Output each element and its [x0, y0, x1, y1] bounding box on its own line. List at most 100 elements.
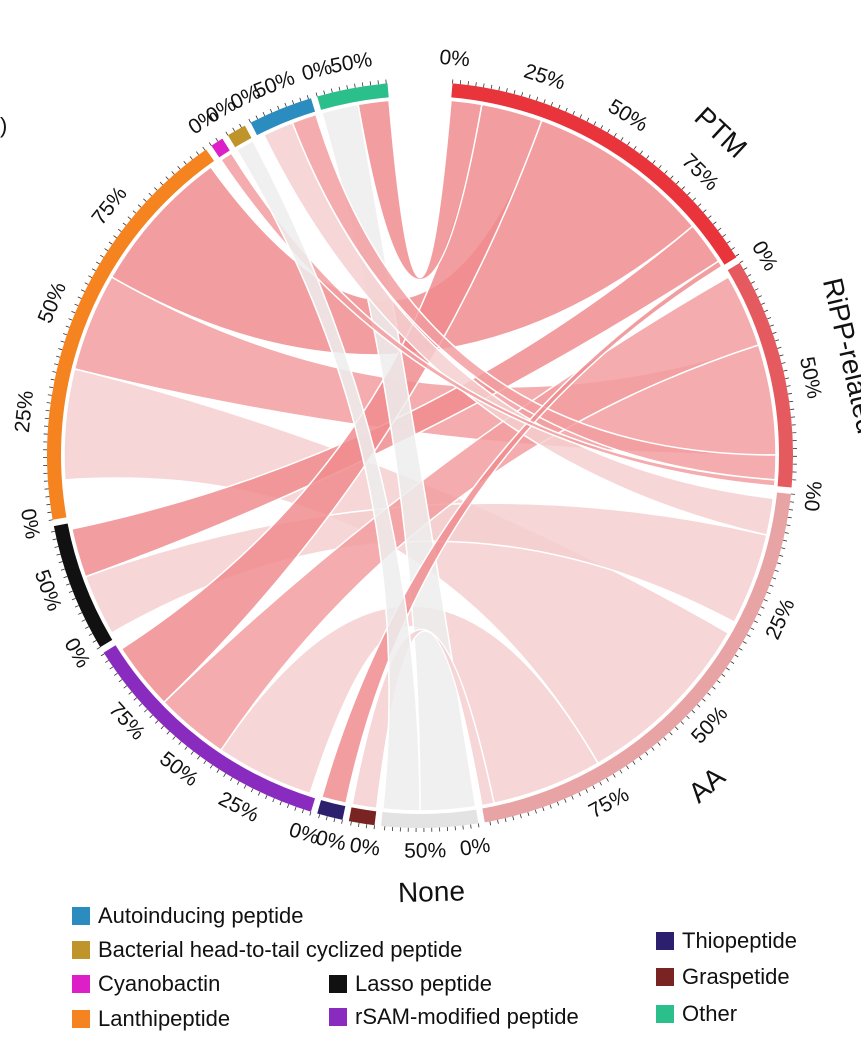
tick-mark	[721, 673, 726, 677]
tick-mark	[160, 725, 165, 730]
tick-mark	[760, 606, 765, 609]
tick-mark	[639, 150, 643, 155]
tick-mark	[781, 547, 786, 550]
tick-label: 25%	[215, 787, 263, 827]
chord-ribbon	[235, 139, 421, 812]
tick-mark	[323, 90, 326, 95]
tick-mark	[52, 371, 57, 373]
tick-label: 0%	[348, 834, 381, 861]
tick-mark	[144, 709, 148, 713]
tick-mark	[730, 661, 735, 664]
tick-mark	[670, 175, 674, 179]
tick-mark	[315, 92, 318, 97]
tick-mark	[788, 509, 794, 511]
tick-mark	[272, 798, 275, 803]
tick-mark	[534, 809, 537, 814]
tick-mark	[183, 160, 187, 165]
tick-mark	[743, 267, 748, 270]
chord-ribbon	[291, 113, 777, 481]
tick-mark	[686, 715, 690, 720]
tick-label: 50%	[687, 702, 732, 748]
tick-mark	[475, 82, 477, 87]
tick-mark	[165, 176, 169, 180]
tick-mark	[606, 777, 609, 782]
tick-mark	[62, 333, 68, 336]
tick-mark	[607, 128, 610, 133]
tick-mark	[549, 804, 552, 809]
tick-mark	[652, 160, 656, 164]
tick-mark	[675, 180, 680, 185]
group-label: None	[398, 875, 466, 908]
tick-mark	[96, 646, 101, 650]
tick-mark	[680, 721, 685, 725]
tick-mark	[143, 198, 147, 202]
tick-mark	[786, 385, 791, 387]
tick-mark	[330, 88, 333, 93]
tick-mark	[60, 340, 65, 343]
tick-mark	[88, 633, 93, 636]
tick-mark	[687, 191, 691, 196]
tick-mark	[619, 769, 623, 774]
tick-mark	[239, 123, 242, 128]
tick-mark	[498, 86, 501, 91]
tick-mark	[81, 619, 86, 622]
tick-mark	[189, 156, 193, 160]
tick-mark	[172, 736, 176, 740]
tick-mark	[783, 539, 788, 542]
ribbon-layer	[63, 99, 777, 812]
tick-mark	[542, 807, 545, 812]
tick-mark	[651, 747, 655, 751]
tick-mark	[123, 685, 128, 689]
tick-mark	[54, 546, 59, 548]
tick-mark	[490, 84, 493, 89]
tick-mark	[171, 171, 175, 175]
tick-mark	[757, 295, 762, 298]
tick-mark	[346, 85, 348, 90]
sector-arc	[727, 262, 794, 488]
tick-mark	[232, 127, 235, 132]
tick-mark	[746, 634, 751, 637]
sector-arc	[103, 645, 316, 812]
tick-mark	[127, 216, 132, 220]
tick-mark	[612, 773, 616, 778]
tick-mark	[133, 697, 138, 701]
tick-mark	[149, 714, 153, 719]
tick-mark	[785, 377, 790, 380]
chord-ribbon	[320, 103, 477, 812]
tick-mark	[100, 254, 104, 258]
tick-mark	[536, 96, 539, 101]
tick-mark	[68, 590, 73, 593]
tick-mark	[350, 821, 352, 826]
tick-label: 0%	[16, 507, 44, 541]
sector-arc	[227, 125, 252, 148]
tick-mark	[197, 755, 201, 760]
tick-mark	[646, 155, 650, 159]
tick-mark	[521, 92, 524, 97]
tick-mark	[88, 275, 93, 278]
tick-mark	[279, 801, 282, 806]
tick-label: 75%	[585, 783, 633, 823]
tick-mark	[664, 170, 668, 174]
tick-mark	[277, 105, 280, 110]
tick-mark	[620, 137, 624, 141]
tick-mark	[726, 667, 730, 671]
tick-mark	[122, 222, 127, 226]
tick-label: 75%	[88, 182, 132, 229]
sector-arc	[317, 83, 389, 110]
tick-label: 25%	[11, 390, 38, 434]
tick-mark	[734, 654, 739, 658]
tick-mark	[658, 165, 662, 169]
tick-mark	[215, 137, 219, 142]
tick-mark	[738, 647, 743, 651]
tick-mark	[772, 331, 777, 334]
tick-mark	[761, 302, 766, 305]
tick-mark	[571, 795, 574, 800]
tick-mark	[477, 823, 480, 828]
tick-mark	[225, 131, 229, 136]
tick-mark	[138, 703, 143, 707]
tick-mark	[291, 100, 295, 105]
tick-mark	[202, 146, 206, 151]
tick-mark	[117, 228, 122, 232]
tick-mark	[633, 145, 637, 150]
tick-label: 50%	[329, 48, 374, 78]
